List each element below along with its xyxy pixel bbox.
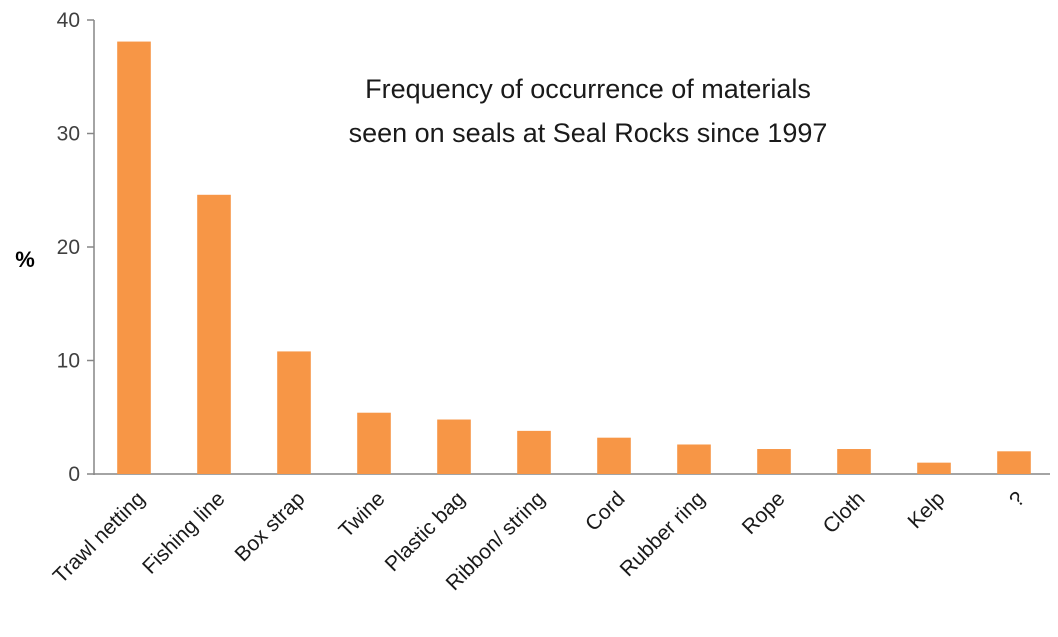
x-category-label: Rope [738,487,790,539]
bar-trawl-netting [117,41,151,474]
x-category-label: Box strap [231,487,310,566]
y-tick-label: 40 [57,9,80,32]
bar-rope [757,449,791,474]
x-category-label: Cord [581,487,629,535]
chart-title-line-1: Frequency of occurrence of materials [365,74,811,104]
chart-title: Frequency of occurrence of materials see… [349,74,828,148]
bar-twine [357,412,391,474]
y-tick-label: 10 [57,350,80,373]
bar-rubber-ring [677,444,711,474]
bar-ribbon-string [517,430,551,474]
x-category-label: Kelp [904,487,950,533]
x-category-label: Cloth [819,487,870,538]
y-tick-label: 20 [57,236,80,259]
y-axis-label: % [15,247,35,272]
x-category-label: ? [1005,487,1030,512]
bar-plastic-bag [437,419,471,474]
y-tick-label: 30 [57,123,80,146]
bar-box-strap [277,351,311,474]
x-category-label: Trawl netting [49,487,150,588]
bar-fishing-line [197,194,231,475]
y-tick-label: 0 [68,463,80,486]
bar-unknown [997,451,1031,474]
x-category-label: Fishing line [138,487,229,578]
x-category-label: Twine [334,487,389,542]
x-category-label: Rubber ring [616,487,710,581]
y-axis-ticks: 0 10 20 30 40 [57,9,94,486]
bar-cord [597,437,631,474]
bar-kelp [917,462,951,474]
x-category-label: Plastic bag [381,487,470,576]
chart-title-line-2: seen on seals at Seal Rocks since 1997 [349,118,828,148]
bar-cloth [837,449,871,474]
bars-group [117,41,1031,475]
